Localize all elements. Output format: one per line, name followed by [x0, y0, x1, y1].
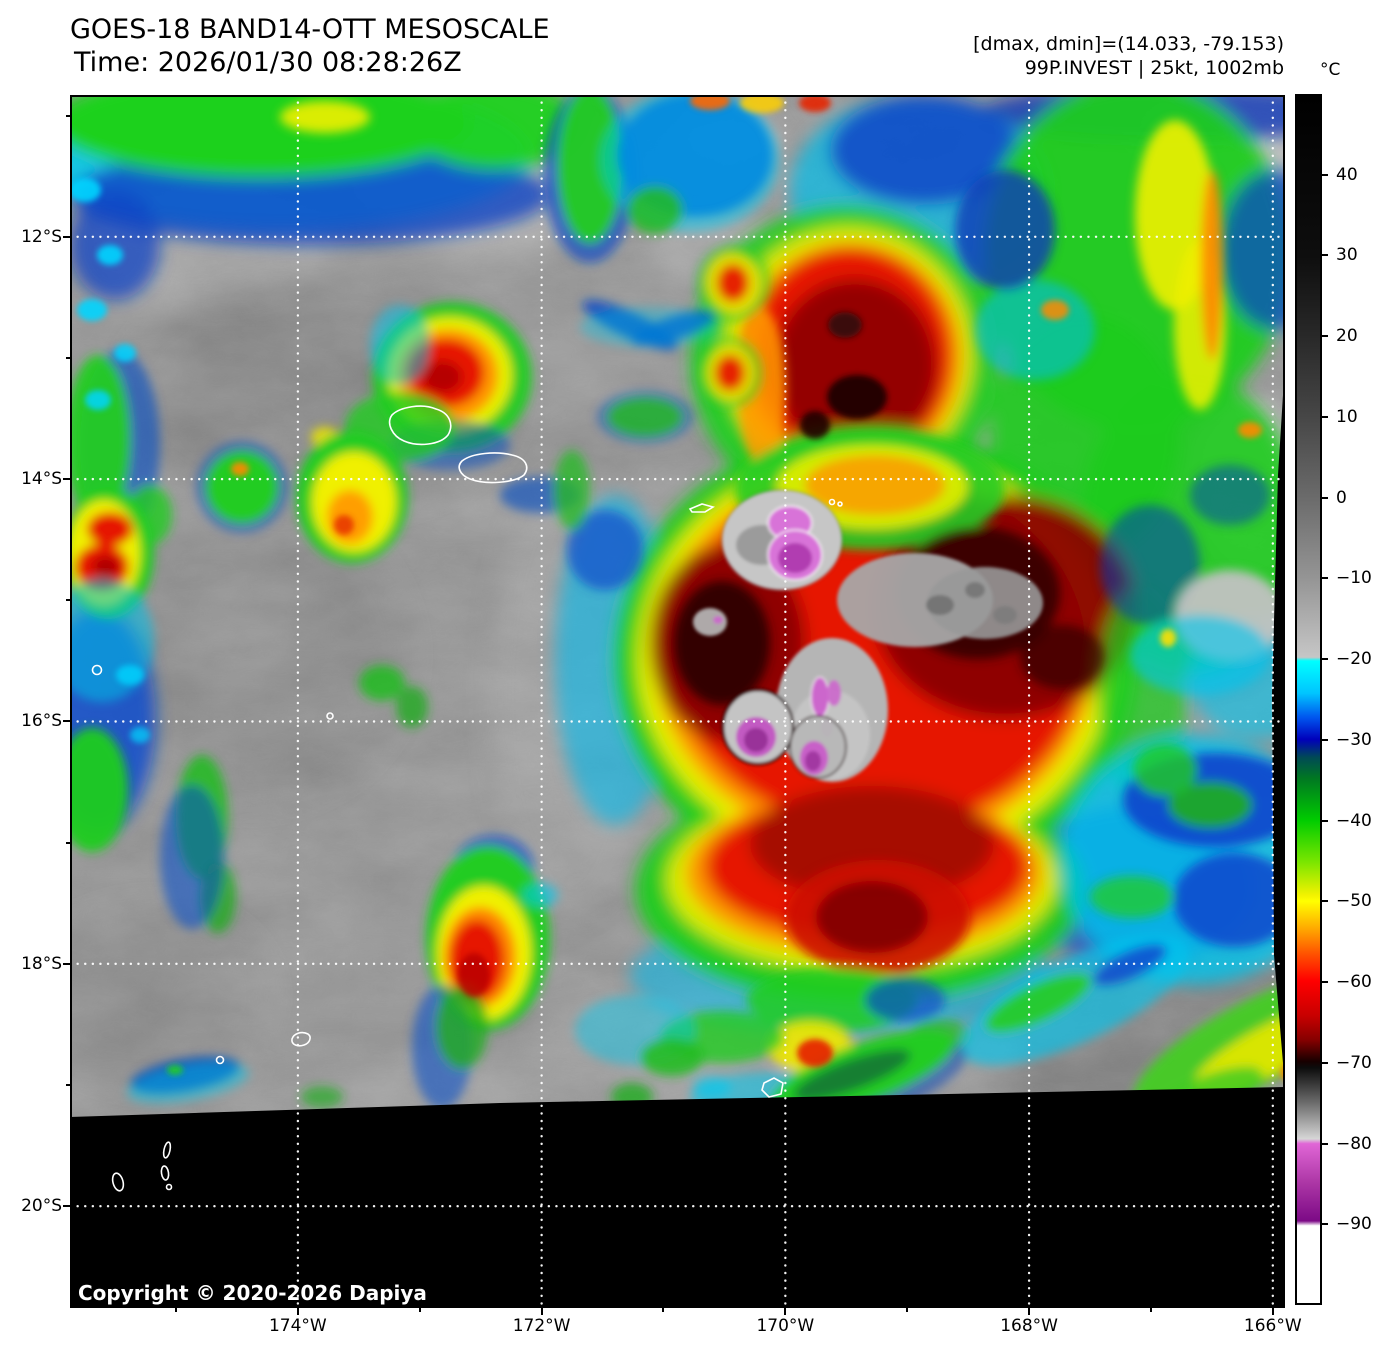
- colorbar-tick--40: [1322, 819, 1328, 822]
- lon-label-166: 166°W: [1243, 1316, 1302, 1336]
- colorbar-tick-40: [1322, 173, 1328, 176]
- lon-minor-tick-175: [175, 1308, 178, 1312]
- lon-minor-tick-171: [662, 1308, 665, 1312]
- small-island-outline: [215, 1055, 225, 1065]
- lon-tick-170: [784, 1308, 787, 1315]
- lon-label-170: 170°W: [756, 1316, 815, 1336]
- lat-label-20: 20°S: [21, 1196, 62, 1217]
- colorbar-tick--80: [1322, 1142, 1328, 1145]
- lon-minor-tick-173: [418, 1308, 421, 1312]
- ir-detail-layer: [70, 95, 1285, 1083]
- lon-tick-172: [540, 1308, 543, 1315]
- niuafoou-island-outline: [91, 664, 103, 676]
- colorbar-tick-label--20: −20: [1336, 649, 1372, 670]
- latlon-gridlines: [70, 95, 1285, 1308]
- lon-tick-174: [296, 1308, 299, 1315]
- lat-minor-tick-11: [66, 114, 70, 117]
- satellite-ir-map: [70, 95, 1285, 1308]
- colorbar-tick-label--10: −10: [1336, 568, 1372, 589]
- colorbar-tick-20: [1322, 335, 1328, 338]
- ir-overshoot-tops-layer: [693, 489, 1043, 782]
- lon-tick-168: [1028, 1308, 1031, 1315]
- lon-minor-tick-167: [1149, 1308, 1152, 1312]
- colorbar-tick-label-20: 20: [1336, 326, 1358, 347]
- annotation-dmax-dmin: [dmax, dmin]=(14.033, -79.153): [973, 33, 1284, 55]
- colorbar-tick-label--70: −70: [1336, 1052, 1372, 1073]
- colorbar-unit-label: °C: [1320, 60, 1341, 80]
- colorbar-tick--90: [1322, 1223, 1328, 1226]
- tonga-island-outline-3: [160, 1165, 170, 1181]
- lat-label-16: 16°S: [21, 711, 62, 732]
- lat-minor-tick-13: [66, 356, 70, 359]
- colorbar-tick--30: [1322, 738, 1328, 741]
- lat-label-14: 14°S: [21, 469, 62, 490]
- colorbar-tick--70: [1322, 1061, 1328, 1064]
- upolu-island-outline: [458, 452, 528, 484]
- lat-label-12: 12°S: [21, 226, 62, 247]
- niuatoputapu-island-outline: [291, 1031, 311, 1047]
- lat-minor-tick-15: [66, 599, 70, 602]
- lon-minor-tick-169: [906, 1308, 909, 1312]
- niue-island-outline: [761, 1077, 784, 1098]
- colorbar-tick--10: [1322, 577, 1328, 580]
- product-timestamp: Time: 2026/01/30 08:28:26Z: [74, 47, 462, 78]
- colorbar-tick-label-10: 10: [1336, 406, 1358, 427]
- lon-tick-166: [1271, 1308, 1274, 1315]
- colorbar-tick-label-40: 40: [1336, 164, 1358, 185]
- manua-island-outline: [828, 498, 836, 506]
- map-border: [70, 95, 1285, 1308]
- lat-tick-12: [63, 235, 70, 238]
- lat-tick-18: [63, 962, 70, 965]
- colorbar-tick-label--50: −50: [1336, 891, 1372, 912]
- colorbar-tick-label-30: 30: [1336, 245, 1358, 266]
- colorbar-tick-0: [1322, 496, 1328, 499]
- colorbar-tick--20: [1322, 658, 1328, 661]
- lat-tick-16: [63, 720, 70, 723]
- colorbar-tick-label-0: 0: [1336, 487, 1347, 508]
- annotation-storm-info: 99P.INVEST | 25kt, 1002mb: [1024, 57, 1284, 79]
- product-title: GOES-18 BAND14-OTT MESOSCALE: [70, 14, 550, 45]
- tonga-island-outline-2: [162, 1141, 172, 1159]
- colorbar-tick-label--40: −40: [1336, 810, 1372, 831]
- lat-tick-14: [63, 478, 70, 481]
- lat-label-18: 18°S: [21, 953, 62, 974]
- lat-tick-20: [63, 1205, 70, 1208]
- colorbar-tick-label--60: −60: [1336, 972, 1372, 993]
- coastline-outlines: [91, 405, 843, 1192]
- colorbar-tick--50: [1322, 900, 1328, 903]
- lon-label-172: 172°W: [512, 1316, 571, 1336]
- lat-minor-tick-19: [66, 1084, 70, 1087]
- manua-island-outline-2: [837, 501, 843, 507]
- lon-label-174: 174°W: [268, 1316, 327, 1336]
- colorbar: [1295, 94, 1322, 1305]
- small-island-outline-2: [326, 712, 334, 720]
- tonga-island-outline: [111, 1172, 125, 1192]
- tutuila-island-outline: [688, 503, 715, 513]
- lon-label-168: 168°W: [1000, 1316, 1058, 1336]
- colorbar-tick-30: [1322, 254, 1328, 257]
- copyright-text: Copyright © 2020-2026 Dapiya: [78, 1281, 427, 1305]
- colorbar-tick-label--80: −80: [1336, 1133, 1372, 1154]
- tonga-island-outline-4: [165, 1183, 173, 1191]
- colorbar-tick--60: [1322, 981, 1328, 984]
- lat-minor-tick-17: [66, 841, 70, 844]
- colorbar-tick-10: [1322, 415, 1328, 418]
- colorbar-tick-label--30: −30: [1336, 729, 1372, 750]
- colorbar-tick-label--90: −90: [1336, 1214, 1372, 1235]
- savaii-island-outline: [388, 405, 452, 446]
- no-data-scan-edge: [70, 375, 1285, 1308]
